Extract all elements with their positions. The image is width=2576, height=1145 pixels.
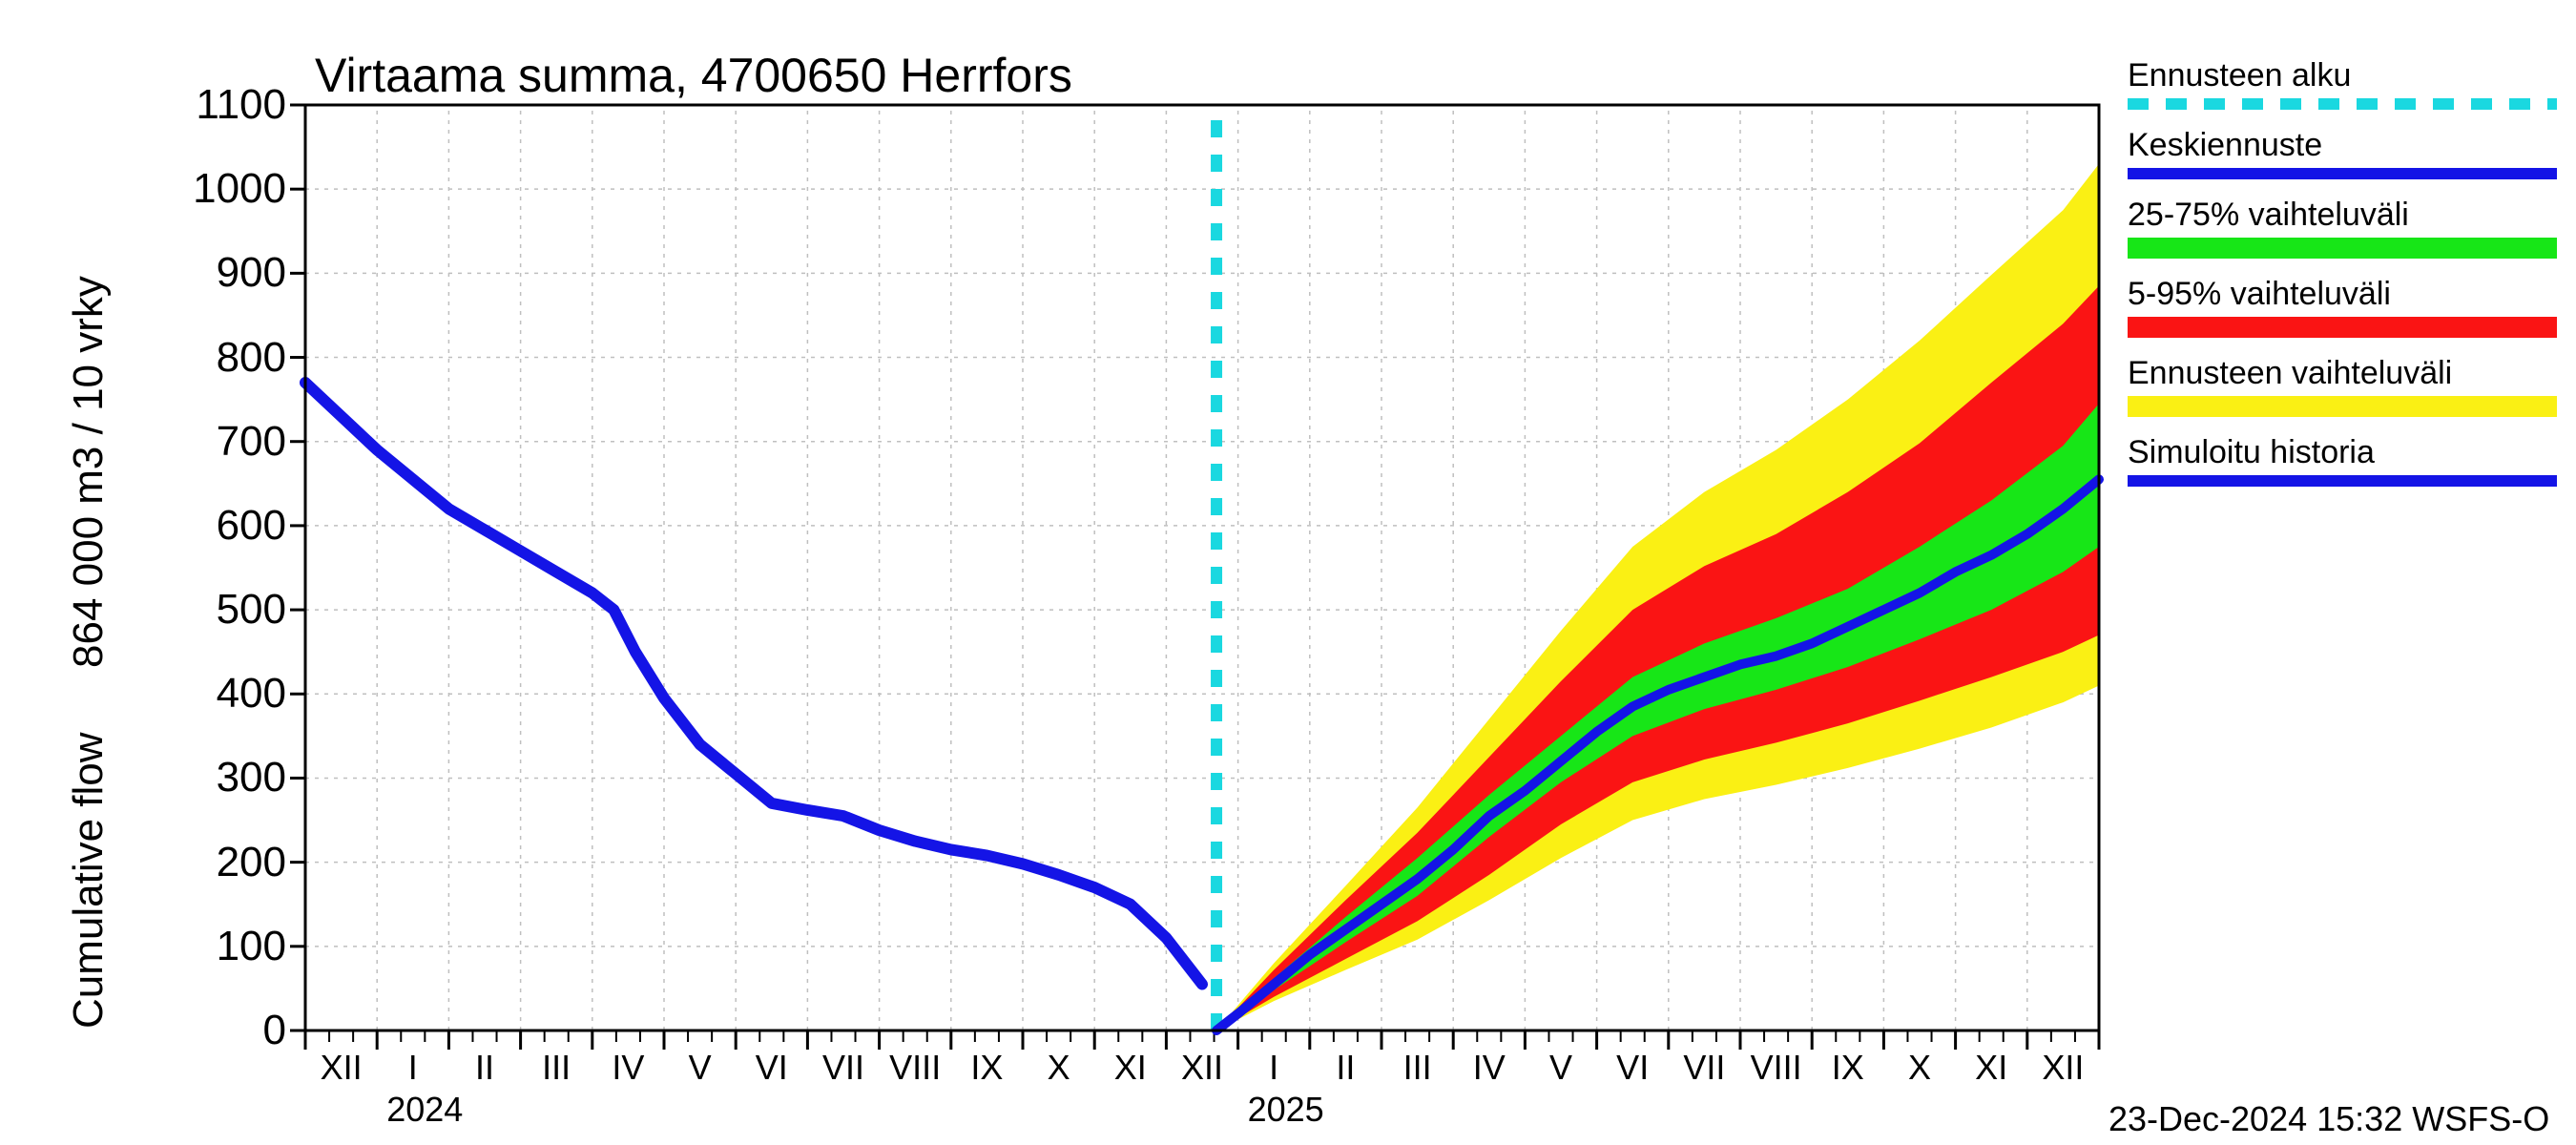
legend-item: 5-95% vaihteluväli xyxy=(2128,276,2557,338)
legend: Ennusteen alku Keskiennuste 25-75% vaihtel… xyxy=(2128,57,2557,504)
x-tick-label: VII xyxy=(1683,1048,1725,1088)
x-tick-label: X xyxy=(1908,1048,1931,1088)
legend-swatch xyxy=(2128,168,2557,179)
x-tick-label: VI xyxy=(1616,1048,1649,1088)
legend-swatch xyxy=(2128,317,2557,338)
x-tick-label: XII xyxy=(321,1048,363,1088)
legend-label: Keskiennuste xyxy=(2128,127,2557,164)
y-tick-label: 0 xyxy=(172,1007,286,1054)
legend-swatch xyxy=(2128,475,2557,487)
y-tick-label: 1000 xyxy=(172,165,286,213)
y-tick-label: 200 xyxy=(172,839,286,886)
y-tick-label: 600 xyxy=(172,502,286,550)
chart-root: Virtaama summa, 4700650 Herrfors Cumulat… xyxy=(0,0,2576,1145)
x-tick-label: VIII xyxy=(889,1048,941,1088)
legend-label: Simuloitu historia xyxy=(2128,434,2557,471)
x-tick-label: XII xyxy=(2042,1048,2084,1088)
x-tick-label: X xyxy=(1048,1048,1070,1088)
y-tick-label: 300 xyxy=(172,754,286,802)
x-tick-label: III xyxy=(542,1048,571,1088)
year-label: 2024 xyxy=(386,1090,463,1130)
x-tick-label: XII xyxy=(1181,1048,1223,1088)
legend-item: Keskiennuste xyxy=(2128,127,2557,179)
legend-item: Ennusteen vaihteluväli xyxy=(2128,355,2557,417)
x-tick-label: VII xyxy=(822,1048,864,1088)
x-tick-label: V xyxy=(1549,1048,1572,1088)
year-label: 2025 xyxy=(1248,1090,1324,1130)
y-axis-label-2: 864 000 m3 / 10 vrky xyxy=(65,276,113,668)
x-tick-label: I xyxy=(1269,1048,1278,1088)
y-tick-label: 800 xyxy=(172,334,286,382)
y-tick-label: 500 xyxy=(172,586,286,634)
y-axis-label-1: Cumulative flow xyxy=(65,732,113,1029)
x-tick-label: IX xyxy=(1832,1048,1864,1088)
x-tick-label: IV xyxy=(612,1048,644,1088)
x-tick-label: IX xyxy=(970,1048,1003,1088)
x-tick-label: I xyxy=(408,1048,418,1088)
x-tick-label: VI xyxy=(756,1048,788,1088)
legend-item: Simuloitu historia xyxy=(2128,434,2557,487)
x-tick-label: VIII xyxy=(1751,1048,1802,1088)
legend-label: Ennusteen vaihteluväli xyxy=(2128,355,2557,392)
x-tick-label: III xyxy=(1403,1048,1432,1088)
x-tick-label: II xyxy=(1336,1048,1355,1088)
y-tick-label: 100 xyxy=(172,923,286,970)
x-tick-label: IV xyxy=(1473,1048,1506,1088)
legend-swatch xyxy=(2128,238,2557,259)
x-tick-label: XI xyxy=(1975,1048,2007,1088)
legend-swatch xyxy=(2128,98,2557,110)
legend-swatch xyxy=(2128,396,2557,417)
y-tick-label: 1100 xyxy=(172,81,286,129)
legend-label: 5-95% vaihteluväli xyxy=(2128,276,2557,313)
x-tick-label: II xyxy=(475,1048,494,1088)
y-tick-label: 700 xyxy=(172,418,286,466)
x-tick-label: V xyxy=(689,1048,712,1088)
plot-area xyxy=(286,86,2118,1050)
legend-item: 25-75% vaihteluväli xyxy=(2128,197,2557,259)
timestamp-label: 23-Dec-2024 15:32 WSFS-O xyxy=(2109,1099,2549,1139)
y-tick-label: 400 xyxy=(172,670,286,718)
legend-label: Ennusteen alku xyxy=(2128,57,2557,94)
legend-item: Ennusteen alku xyxy=(2128,57,2557,110)
y-tick-label: 900 xyxy=(172,249,286,297)
x-tick-label: XI xyxy=(1114,1048,1147,1088)
legend-label: 25-75% vaihteluväli xyxy=(2128,197,2557,234)
